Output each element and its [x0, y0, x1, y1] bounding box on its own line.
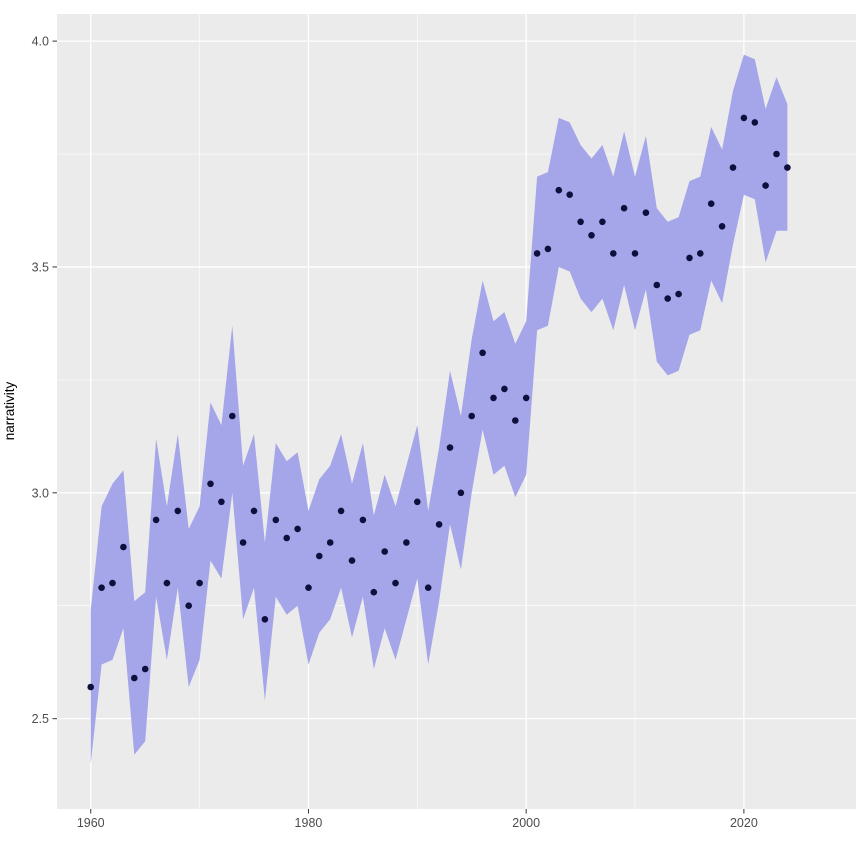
data-point [762, 182, 769, 189]
data-point [468, 412, 476, 420]
data-point [620, 204, 628, 212]
data-point [348, 557, 356, 564]
data-point [599, 218, 606, 226]
y-tick-label: 4.0 [32, 35, 49, 49]
x-tick-label: 1980 [295, 816, 323, 830]
data-point [533, 250, 541, 257]
data-point [751, 119, 759, 126]
data-point [479, 349, 486, 357]
data-point [512, 417, 519, 424]
data-point [381, 548, 389, 555]
data-point [359, 516, 367, 524]
data-point [490, 394, 497, 402]
data-point [337, 507, 345, 515]
y-tick-label: 3.5 [32, 260, 49, 274]
data-point [403, 539, 410, 546]
y-tick-label: 2.5 [32, 712, 49, 726]
data-point [218, 498, 225, 506]
data-point [664, 295, 671, 302]
data-point [326, 539, 334, 546]
data-point [120, 543, 127, 551]
data-point [588, 232, 595, 239]
data-point [577, 218, 584, 226]
data-point [98, 584, 105, 591]
data-point [707, 200, 715, 207]
data-point [424, 584, 432, 591]
data-point [566, 191, 573, 198]
data-point [686, 254, 693, 262]
data-point [631, 250, 639, 257]
data-point [414, 498, 421, 506]
data-point [501, 385, 508, 393]
data-point [109, 579, 116, 587]
x-tick-label: 2020 [730, 816, 758, 830]
data-point [294, 525, 301, 533]
data-point [729, 164, 737, 171]
data-point [544, 245, 552, 253]
y-axis-title: narrativity [2, 381, 17, 440]
data-point [370, 588, 378, 596]
data-point [163, 579, 171, 587]
data-point [773, 150, 780, 158]
data-point [185, 602, 192, 609]
data-point [152, 516, 160, 524]
data-point [87, 683, 94, 691]
x-tick-label: 1960 [77, 816, 105, 830]
x-tick-label: 2000 [512, 816, 540, 830]
data-point [283, 534, 291, 542]
data-point [131, 674, 138, 682]
data-point [174, 507, 182, 515]
data-point [718, 223, 726, 230]
data-point [610, 250, 617, 257]
confidence-ribbon [90, 54, 788, 764]
data-point [446, 444, 454, 451]
data-point [784, 164, 791, 171]
data-point [272, 516, 280, 524]
data-point [250, 507, 258, 515]
data-point [196, 579, 203, 587]
data-point [239, 539, 247, 546]
data-point [555, 186, 563, 194]
data-point [316, 552, 323, 560]
data-point [642, 209, 650, 216]
data-point [457, 489, 465, 497]
data-point [261, 616, 269, 623]
data-point [141, 665, 149, 673]
data-point [697, 250, 704, 257]
y-tick-label: 3.0 [32, 486, 49, 500]
data-point [207, 480, 214, 488]
data-point [675, 290, 682, 298]
data-point [305, 584, 312, 591]
data-point [229, 412, 236, 420]
data-point [740, 114, 748, 122]
data-point [435, 521, 443, 528]
data-point [392, 579, 399, 587]
data-point [522, 394, 530, 402]
data-point [653, 281, 661, 289]
